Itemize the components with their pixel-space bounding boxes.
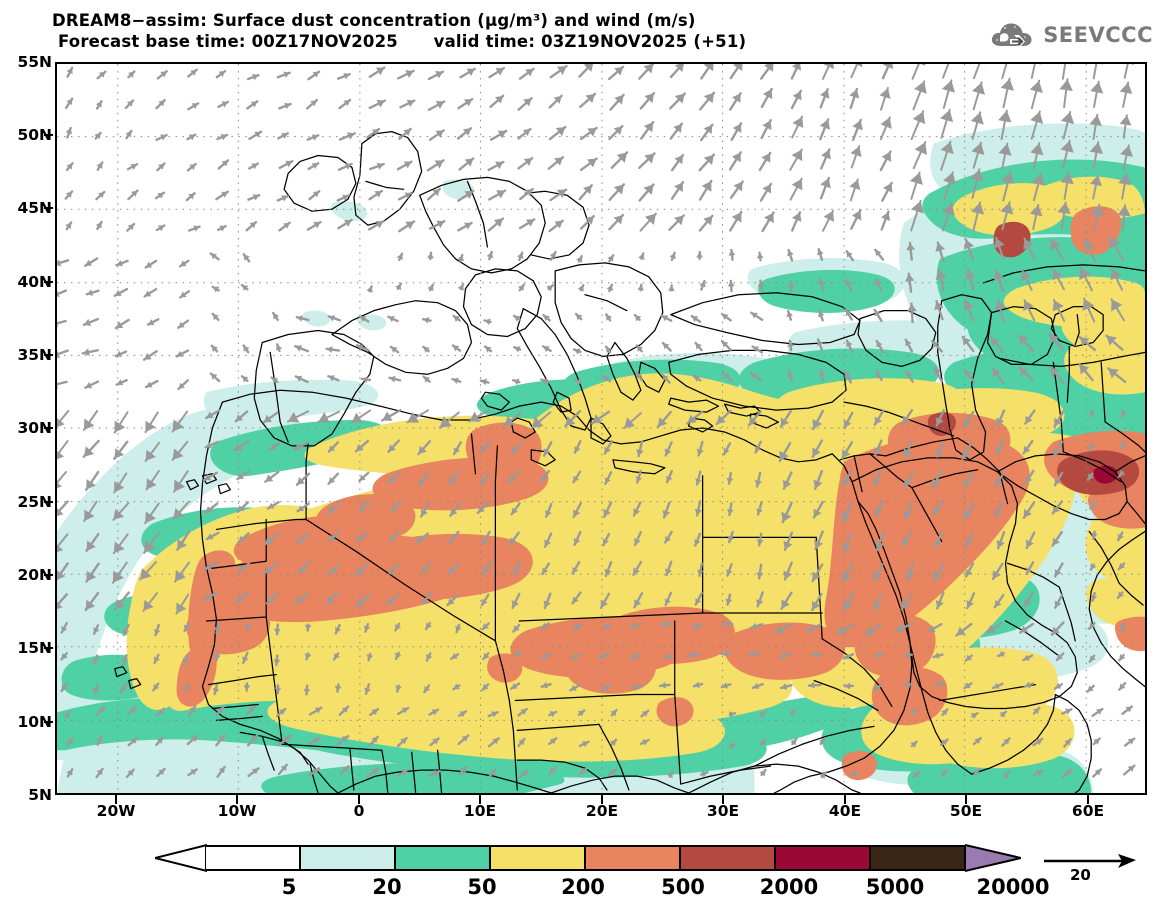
logo-text: SEEVCCC xyxy=(1043,23,1153,47)
x-axis-tick xyxy=(844,795,846,804)
x-axis-tick xyxy=(965,795,967,804)
x-axis-label-30E: 30E xyxy=(706,802,740,820)
forecast-map-plot[interactable] xyxy=(55,62,1147,795)
y-axis-label-20N: 20N xyxy=(17,566,52,584)
page-title: DREAM8−assim: Surface dust concentration… xyxy=(52,11,696,30)
dust-band-500-2000 xyxy=(176,206,1145,781)
colorbar[interactable]: 5 20 50 200 500 2000 5000 20000 xyxy=(155,844,1050,899)
y-axis-label-10N: 10N xyxy=(17,713,52,731)
y-axis-tick xyxy=(44,354,53,356)
x-axis-tick xyxy=(1087,795,1089,804)
y-axis-label-25N: 25N xyxy=(17,493,52,511)
map-boundaries xyxy=(114,131,1145,793)
y-axis-tick xyxy=(44,427,53,429)
x-axis-tick xyxy=(236,795,238,804)
dust-band-2000-5000 xyxy=(927,221,1140,495)
x-axis-label-0: 0 xyxy=(353,802,365,820)
x-axis-label-20W: 20W xyxy=(96,802,136,820)
x-axis-tick xyxy=(479,795,481,804)
colorbar-tick-200: 200 xyxy=(561,875,605,899)
colorbar-tick-20000: 20000 xyxy=(976,875,1050,899)
y-axis-tick xyxy=(44,207,53,209)
wind-reference-vector: 20 xyxy=(1042,852,1138,884)
wind-reference-label: 20 xyxy=(1070,866,1091,884)
y-axis-label-5N: 5N xyxy=(28,786,52,804)
colorbar-segment-1[interactable] xyxy=(300,845,395,871)
colorbar-tick-5: 5 xyxy=(281,875,297,899)
colorbar-tick-500: 500 xyxy=(661,875,705,899)
seevccc-logo: SEEVCCC xyxy=(988,16,1153,54)
y-axis-label-50N: 50N xyxy=(17,126,52,144)
y-axis-label-45N: 45N xyxy=(17,199,52,217)
colorbar-over-arrow xyxy=(965,844,1021,872)
dust-band-5000-20000 xyxy=(1093,465,1118,484)
y-axis-tick xyxy=(44,281,53,283)
y-axis-label-55N: 55N xyxy=(17,53,52,71)
y-axis-tick xyxy=(44,721,53,723)
colorbar-segment-7[interactable] xyxy=(870,845,965,871)
x-axis-tick xyxy=(601,795,603,804)
x-axis-tick xyxy=(115,795,117,804)
dust-concentration-field xyxy=(57,64,1145,793)
forecast-time-subtitle: Forecast base time: 00Z17NOV2025 valid t… xyxy=(58,32,747,51)
y-axis-tick xyxy=(44,574,53,576)
x-axis-label-20E: 20E xyxy=(585,802,619,820)
map-gridlines xyxy=(57,64,1145,793)
x-axis-tick xyxy=(358,795,360,804)
colorbar-under-arrow xyxy=(155,844,207,872)
colorbar-segment-6[interactable] xyxy=(775,845,870,871)
y-axis-tick xyxy=(44,134,53,136)
colorbar-segment-2[interactable] xyxy=(395,845,490,871)
y-axis-label-40N: 40N xyxy=(17,273,52,291)
cloud-wind-icon xyxy=(992,23,1032,48)
y-axis-label-30N: 30N xyxy=(17,419,52,437)
wind-vector-field xyxy=(57,64,1136,779)
colorbar-segment-5[interactable] xyxy=(680,845,775,871)
x-axis-tick xyxy=(722,795,724,804)
colorbar-tick-50: 50 xyxy=(467,875,497,899)
y-axis-tick xyxy=(44,647,53,649)
x-axis-label-60E: 60E xyxy=(1071,802,1105,820)
y-axis-label-35N: 35N xyxy=(17,346,52,364)
x-axis-label-10W: 10W xyxy=(217,802,257,820)
colorbar-segment-0[interactable] xyxy=(205,845,300,871)
colorbar-segment-4[interactable] xyxy=(585,845,680,871)
x-axis-label-40E: 40E xyxy=(828,802,862,820)
y-axis-tick xyxy=(44,501,53,503)
colorbar-tick-2000: 2000 xyxy=(759,875,819,899)
x-axis-label-10E: 10E xyxy=(463,802,497,820)
colorbar-tick-20: 20 xyxy=(372,875,402,899)
x-axis-label-50E: 50E xyxy=(949,802,983,820)
colorbar-segment-3[interactable] xyxy=(490,845,585,871)
colorbar-tick-5000: 5000 xyxy=(865,875,925,899)
chart-title-block: DREAM8−assim: Surface dust concentration… xyxy=(52,10,952,52)
y-axis-label-15N: 15N xyxy=(17,639,52,657)
wind-arrow-icon xyxy=(1044,854,1136,868)
